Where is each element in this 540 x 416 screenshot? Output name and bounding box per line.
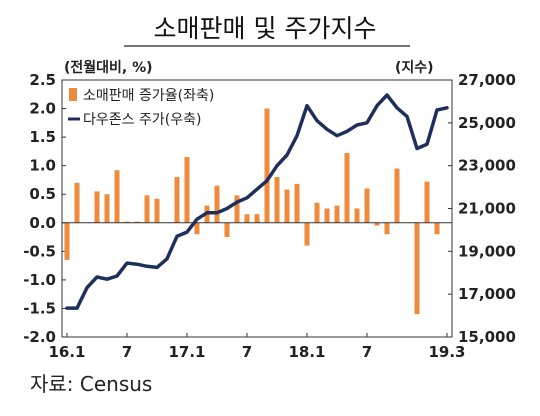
bar <box>414 222 420 315</box>
bar <box>324 208 330 223</box>
source-note: 자료: Census <box>30 372 152 396</box>
left-tick-label: 1.5 <box>29 128 56 146</box>
bar <box>434 222 440 235</box>
bar <box>154 198 160 223</box>
left-tick-label: 1.0 <box>29 157 56 175</box>
right-unit-label: (지수) <box>395 60 434 76</box>
bar <box>64 222 70 260</box>
bar <box>104 194 110 223</box>
right-tick-label: 15,000 <box>458 328 516 346</box>
bar <box>264 108 270 223</box>
bar <box>194 222 200 235</box>
bar <box>124 221 130 223</box>
bar <box>354 208 360 223</box>
bar <box>174 177 180 223</box>
left-unit-label: (전월대비, %) <box>64 59 153 76</box>
line-series <box>65 93 449 310</box>
left-tick-label: 2.0 <box>29 100 56 118</box>
bar <box>314 202 320 223</box>
legend-line-label: 다우존스 주가(우축) <box>83 112 201 128</box>
left-tick-label: -0.5 <box>23 242 56 260</box>
right-tick-label: 25,000 <box>458 114 516 132</box>
legend-bar-label: 소매판매 증가율(좌축) <box>83 88 214 104</box>
x-tick-label: 18.1 <box>288 343 325 361</box>
bar <box>254 214 260 223</box>
bar <box>364 188 370 223</box>
left-tick-label: -1.5 <box>23 299 56 317</box>
left-tick-label: 0.0 <box>29 214 56 232</box>
right-tick-label: 17,000 <box>458 285 516 303</box>
x-axis-ticks: 16.1 7 17.1 7 18.1 7 19.3 <box>48 333 466 361</box>
bar <box>294 183 300 223</box>
right-axis-ticks: 27,000 25,000 23,000 21,000 19,000 17,000 15,0… <box>448 71 516 346</box>
right-tick-label: 19,000 <box>458 242 516 260</box>
legend-bar-swatch <box>69 88 77 101</box>
bar <box>424 181 430 223</box>
bar <box>394 168 400 223</box>
bar <box>94 191 100 223</box>
bar <box>234 195 240 223</box>
left-axis-ticks: 2.5 2.0 1.5 1.0 0.5 0.0 -0.5 -1.0 -1.5 -2.0 <box>23 71 66 346</box>
bar-series <box>64 108 440 315</box>
bar <box>304 222 310 246</box>
bar <box>184 157 190 223</box>
chart-title: 소매판매 및 주가지수 <box>154 14 377 43</box>
x-tick-label: 7 <box>362 343 372 361</box>
bar <box>244 214 250 223</box>
bar <box>344 153 350 223</box>
right-tick-label: 27,000 <box>458 71 516 89</box>
left-tick-label: -2.0 <box>23 328 56 346</box>
x-tick-label: 7 <box>122 343 132 361</box>
bar <box>144 195 150 223</box>
bar <box>224 222 230 238</box>
right-tick-label: 23,000 <box>458 157 516 175</box>
dow-jones-line <box>65 93 449 310</box>
left-tick-label: -1.0 <box>23 271 56 289</box>
x-tick-label: 17.1 <box>168 343 205 361</box>
legend: 소매판매 증가율(좌축) 다우존스 주가(우축) <box>68 88 214 128</box>
bar <box>284 189 290 223</box>
right-tick-label: 21,000 <box>458 200 516 218</box>
bar <box>374 222 380 226</box>
bar <box>74 182 80 223</box>
bar <box>274 177 280 223</box>
left-tick-label: 2.5 <box>29 71 56 89</box>
bar <box>334 205 340 223</box>
x-tick-label: 19.3 <box>428 343 465 361</box>
bar <box>214 185 220 223</box>
bar <box>384 222 390 235</box>
bar <box>114 170 120 223</box>
bar <box>134 221 140 223</box>
x-tick-label: 16.1 <box>48 343 85 361</box>
left-tick-label: 0.5 <box>29 185 56 203</box>
x-tick-label: 7 <box>242 343 252 361</box>
